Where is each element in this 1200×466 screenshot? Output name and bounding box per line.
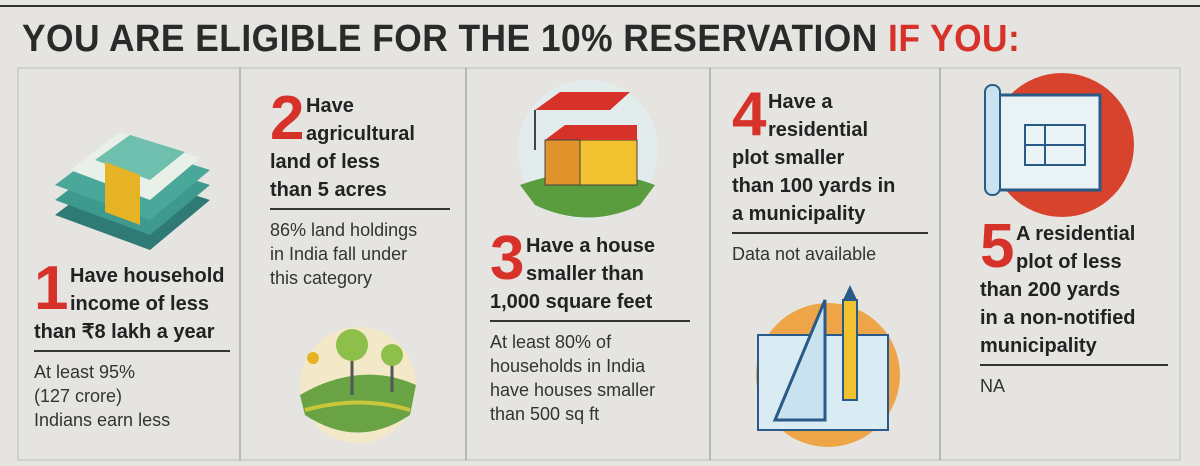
item-number: 2 [270,84,305,153]
divider [732,232,928,234]
headline-text: YOU ARE ELIGIBLE FOR THE 10% RESERVATION [22,18,878,60]
item-note: NA [980,376,1006,396]
item-number: 3 [490,224,525,293]
item-heading: A residential [1016,223,1136,245]
eligibility-item: 2 Have agricultural land of less than 5 acre… [270,88,450,290]
item-heading: plot of less [1016,251,1122,273]
item-heading: income of less [70,293,209,315]
headline-highlight: IF YOU: [888,18,1021,60]
eligibility-item: 1 Have household income of less than ₹8 lak… [34,258,230,432]
eligibility-item: 4 Have a residential plot smaller than 100 y… [732,84,928,266]
headline: YOU ARE ELIGIBLE FOR THE 10% RESERVATION… [22,18,1020,61]
landscape-icon [300,327,416,443]
house-icon [518,80,658,220]
item-heading: municipality [980,335,1097,357]
money-icon [55,132,210,250]
item-heading: than 5 acres [270,179,387,201]
item-heading: Have [306,95,354,117]
item-note: have houses smaller [490,380,656,400]
item-heading: in a non-notified [980,307,1136,329]
item-heading: Have a [768,91,833,113]
item-note: (127 crore) [34,386,123,406]
item-note: Indians earn less [34,410,171,430]
item-heading: than 200 yards [980,279,1121,301]
item-number: 4 [732,80,767,149]
item-heading: smaller than [526,263,644,285]
item-heading: land of less [270,151,381,173]
divider [490,320,690,322]
item-note: in India fall under [270,244,408,264]
item-note: 86% land holdings [270,220,418,240]
item-heading: residential [768,119,869,141]
blueprint-icon [984,73,1134,217]
item-heading: agricultural [306,123,415,145]
item-heading: 1,000 square feet [490,291,653,313]
item-heading: than 100 yards in [732,175,896,197]
item-note: households in India [490,356,646,376]
item-note: Data not available [732,244,877,264]
eligibility-item: 3 Have a house smaller than 1,000 square fe… [490,228,690,426]
divider [34,350,230,352]
item-note: this category [270,268,373,288]
item-heading: than ₹8 lakh a year [34,321,215,343]
item-note: At least 95% [34,362,136,382]
item-heading: Have household [70,265,225,287]
item-heading: plot smaller [732,147,845,169]
item-heading: Have a house [526,235,655,257]
drafting-icon [756,285,900,447]
divider [980,364,1168,366]
item-number: 5 [980,212,1015,281]
item-note: than 500 sq ft [490,404,600,424]
item-heading: a municipality [732,203,866,225]
item-number: 1 [34,254,69,323]
item-note: At least 80% of [490,332,612,352]
divider [270,208,450,210]
